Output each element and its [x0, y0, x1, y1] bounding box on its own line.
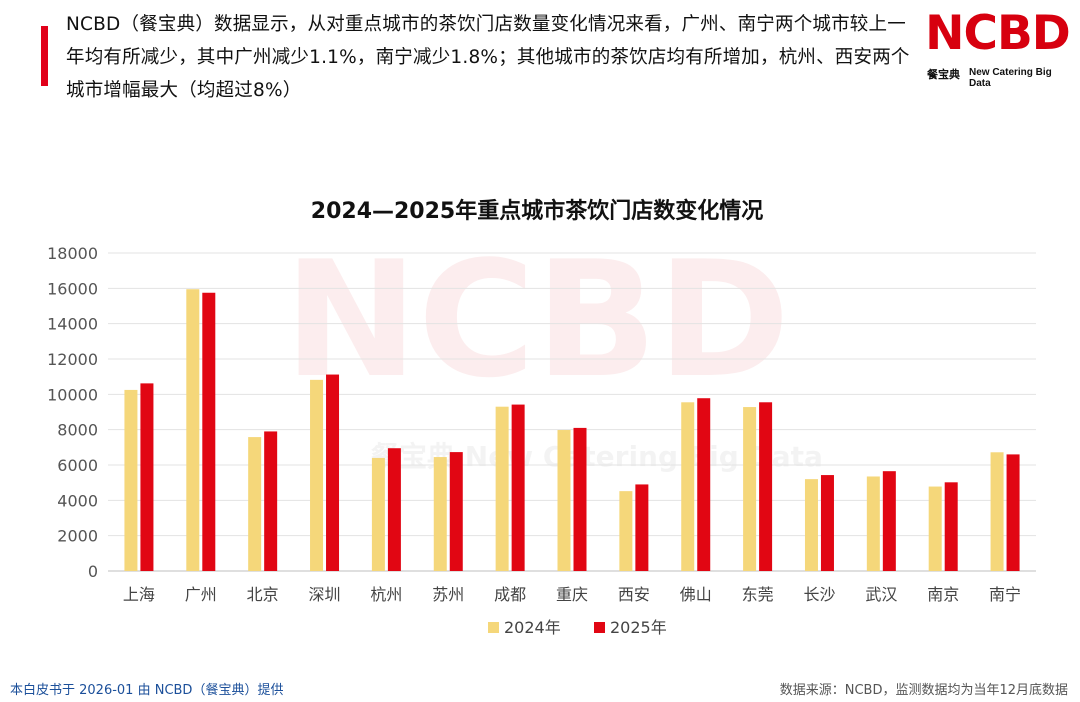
- bar-2025: [635, 484, 649, 571]
- bar-2024: [557, 430, 571, 571]
- footer-data-note: 数据来源：NCBD，监测数据均为当年12月底数据: [779, 683, 1068, 698]
- x-tick-label: 南京: [927, 585, 959, 604]
- bar-2025: [697, 398, 711, 571]
- bar-2025: [944, 482, 958, 571]
- bar-2025: [202, 292, 216, 571]
- headline-text: NCBD（餐宝典）数据显示，从对重点城市的茶饮门店数量变化情况来看，广州、南宁两…: [66, 14, 910, 101]
- x-tick-label: 深圳: [309, 585, 341, 604]
- y-tick-label: 6000: [57, 456, 98, 475]
- bar-2024: [124, 389, 138, 571]
- bar-2024: [619, 491, 633, 571]
- bar-2024: [743, 407, 757, 571]
- y-tick-label: 10000: [47, 385, 98, 404]
- bar-2024: [186, 289, 200, 571]
- accent-bar: [41, 26, 48, 86]
- x-tick-label: 南宁: [989, 585, 1021, 604]
- ncbd-logo: NCBD 餐宝典 New Catering Big Data: [925, 6, 1071, 89]
- logo-subtitle-cn: 餐宝典: [927, 68, 960, 81]
- bar-2024: [681, 402, 695, 571]
- legend-swatch: [488, 622, 499, 633]
- bar-2024: [433, 457, 447, 571]
- logo-wordmark: NCBD: [925, 6, 1071, 61]
- y-tick-label: 2000: [57, 527, 98, 546]
- x-tick-label: 东莞: [742, 585, 774, 604]
- bar-2025: [140, 383, 154, 571]
- bar-2024: [866, 476, 880, 571]
- bar-2024: [248, 437, 262, 571]
- bar-2025: [326, 374, 340, 571]
- x-tick-label: 广州: [185, 585, 217, 604]
- bar-2024: [371, 457, 385, 571]
- legend-swatch: [594, 622, 605, 633]
- bar-2025: [759, 402, 773, 571]
- bar-2025: [449, 452, 463, 571]
- y-tick-label: 8000: [57, 421, 98, 440]
- bar-2025: [1006, 454, 1020, 571]
- bar-2024: [310, 379, 324, 571]
- y-tick-label: 12000: [47, 350, 98, 369]
- x-tick-label: 北京: [247, 585, 279, 604]
- x-tick-label: 重庆: [556, 585, 588, 604]
- y-tick-label: 4000: [57, 491, 98, 510]
- y-tick-label: 0: [88, 562, 98, 581]
- x-tick-label: 杭州: [370, 585, 402, 604]
- y-tick-label: 18000: [47, 244, 98, 263]
- x-tick-label: 成都: [494, 585, 526, 604]
- bar-2024: [928, 486, 942, 571]
- x-tick-label: 长沙: [803, 585, 835, 604]
- legend-label: 2024年: [504, 618, 561, 637]
- x-tick-label: 武汉: [865, 585, 897, 604]
- bar-2024: [495, 406, 509, 571]
- y-tick-label: 14000: [47, 315, 98, 334]
- bar-2024: [990, 452, 1004, 571]
- x-tick-label: 西安: [618, 585, 650, 604]
- watermark-word: NCBD: [284, 226, 790, 413]
- bar-2025: [387, 448, 401, 571]
- legend-label: 2025年: [610, 618, 667, 637]
- chart-title: 2024—2025年重点城市茶饮门店数变化情况: [311, 198, 763, 224]
- logo-subtitle-en: New Catering Big Data: [969, 67, 1052, 89]
- x-tick-label: 上海: [123, 585, 155, 604]
- bar-2024: [804, 479, 818, 571]
- bar-2025: [573, 427, 587, 571]
- bar-2025: [264, 431, 278, 571]
- footer-source-note: 本白皮书于 2026-01 由 NCBD（餐宝典）提供: [10, 683, 284, 698]
- y-tick-label: 16000: [47, 279, 98, 298]
- bar-2025: [820, 475, 834, 571]
- x-tick-label: 佛山: [680, 585, 712, 604]
- x-tick-label: 苏州: [432, 585, 464, 604]
- bar-2025: [882, 471, 896, 571]
- bar-2025: [511, 404, 525, 571]
